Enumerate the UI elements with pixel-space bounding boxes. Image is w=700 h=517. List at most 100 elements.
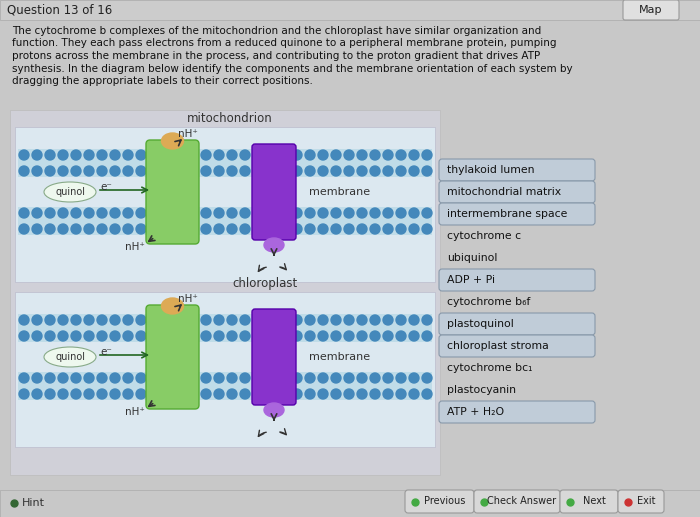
Circle shape	[292, 224, 302, 234]
Circle shape	[149, 166, 159, 176]
Text: Question 13 of 16: Question 13 of 16	[7, 4, 112, 17]
Circle shape	[32, 373, 42, 383]
Circle shape	[331, 208, 341, 218]
Circle shape	[240, 315, 250, 325]
Circle shape	[175, 373, 185, 383]
Circle shape	[331, 150, 341, 160]
FancyBboxPatch shape	[18, 177, 432, 207]
Circle shape	[409, 315, 419, 325]
Circle shape	[123, 373, 133, 383]
Text: cytochrome bc₁: cytochrome bc₁	[447, 363, 533, 373]
Circle shape	[45, 208, 55, 218]
Circle shape	[344, 208, 354, 218]
Circle shape	[136, 373, 146, 383]
FancyBboxPatch shape	[18, 149, 432, 177]
Circle shape	[266, 331, 276, 341]
Circle shape	[136, 315, 146, 325]
Circle shape	[357, 208, 367, 218]
Circle shape	[279, 150, 289, 160]
Circle shape	[370, 389, 380, 399]
Circle shape	[110, 373, 120, 383]
Circle shape	[58, 331, 68, 341]
Circle shape	[318, 224, 328, 234]
Circle shape	[357, 315, 367, 325]
Circle shape	[292, 315, 302, 325]
Circle shape	[188, 150, 198, 160]
Text: synthesis. In the diagram below identify the components and the membrane orienta: synthesis. In the diagram below identify…	[12, 64, 573, 73]
Circle shape	[227, 208, 237, 218]
Circle shape	[19, 166, 29, 176]
Circle shape	[97, 150, 107, 160]
Circle shape	[214, 208, 224, 218]
Circle shape	[162, 373, 172, 383]
Circle shape	[71, 331, 81, 341]
Circle shape	[409, 208, 419, 218]
Circle shape	[149, 208, 159, 218]
Text: protons across the membrane in the process, and contributing to the proton gradi: protons across the membrane in the proce…	[12, 51, 540, 61]
Circle shape	[292, 208, 302, 218]
Text: nH⁺: nH⁺	[125, 407, 145, 417]
Circle shape	[422, 150, 432, 160]
Circle shape	[97, 331, 107, 341]
Circle shape	[292, 389, 302, 399]
FancyBboxPatch shape	[623, 0, 679, 20]
Circle shape	[331, 224, 341, 234]
Circle shape	[201, 208, 211, 218]
Circle shape	[175, 224, 185, 234]
Circle shape	[97, 315, 107, 325]
Circle shape	[344, 224, 354, 234]
Circle shape	[409, 331, 419, 341]
Circle shape	[162, 224, 172, 234]
Circle shape	[175, 166, 185, 176]
Text: thylakoid lumen: thylakoid lumen	[447, 165, 535, 175]
Circle shape	[227, 373, 237, 383]
Circle shape	[422, 166, 432, 176]
Circle shape	[396, 315, 406, 325]
Circle shape	[266, 208, 276, 218]
Circle shape	[266, 373, 276, 383]
Circle shape	[84, 208, 94, 218]
FancyBboxPatch shape	[18, 314, 432, 342]
FancyBboxPatch shape	[439, 335, 595, 357]
Circle shape	[175, 315, 185, 325]
Circle shape	[357, 373, 367, 383]
Circle shape	[201, 389, 211, 399]
Circle shape	[422, 373, 432, 383]
Circle shape	[149, 315, 159, 325]
Circle shape	[409, 373, 419, 383]
Text: ubiquinol: ubiquinol	[447, 253, 498, 263]
Ellipse shape	[44, 182, 96, 202]
FancyBboxPatch shape	[18, 207, 432, 235]
Circle shape	[84, 389, 94, 399]
Circle shape	[370, 208, 380, 218]
FancyBboxPatch shape	[0, 0, 700, 20]
Circle shape	[45, 331, 55, 341]
Circle shape	[318, 389, 328, 399]
Circle shape	[383, 224, 393, 234]
Circle shape	[110, 166, 120, 176]
Circle shape	[71, 150, 81, 160]
Circle shape	[344, 315, 354, 325]
Circle shape	[318, 166, 328, 176]
Circle shape	[240, 331, 250, 341]
Circle shape	[240, 208, 250, 218]
Circle shape	[136, 224, 146, 234]
Circle shape	[71, 389, 81, 399]
FancyBboxPatch shape	[0, 20, 700, 517]
Circle shape	[123, 150, 133, 160]
Circle shape	[214, 331, 224, 341]
Circle shape	[422, 208, 432, 218]
Text: mitochondrial matrix: mitochondrial matrix	[447, 187, 561, 197]
Circle shape	[253, 389, 263, 399]
Circle shape	[279, 315, 289, 325]
Circle shape	[45, 224, 55, 234]
Circle shape	[422, 389, 432, 399]
Circle shape	[19, 389, 29, 399]
Text: cytochrome b₆f: cytochrome b₆f	[447, 297, 531, 307]
Circle shape	[71, 373, 81, 383]
Circle shape	[409, 389, 419, 399]
Circle shape	[409, 150, 419, 160]
Circle shape	[266, 389, 276, 399]
Circle shape	[97, 224, 107, 234]
Text: Previous: Previous	[424, 496, 466, 507]
